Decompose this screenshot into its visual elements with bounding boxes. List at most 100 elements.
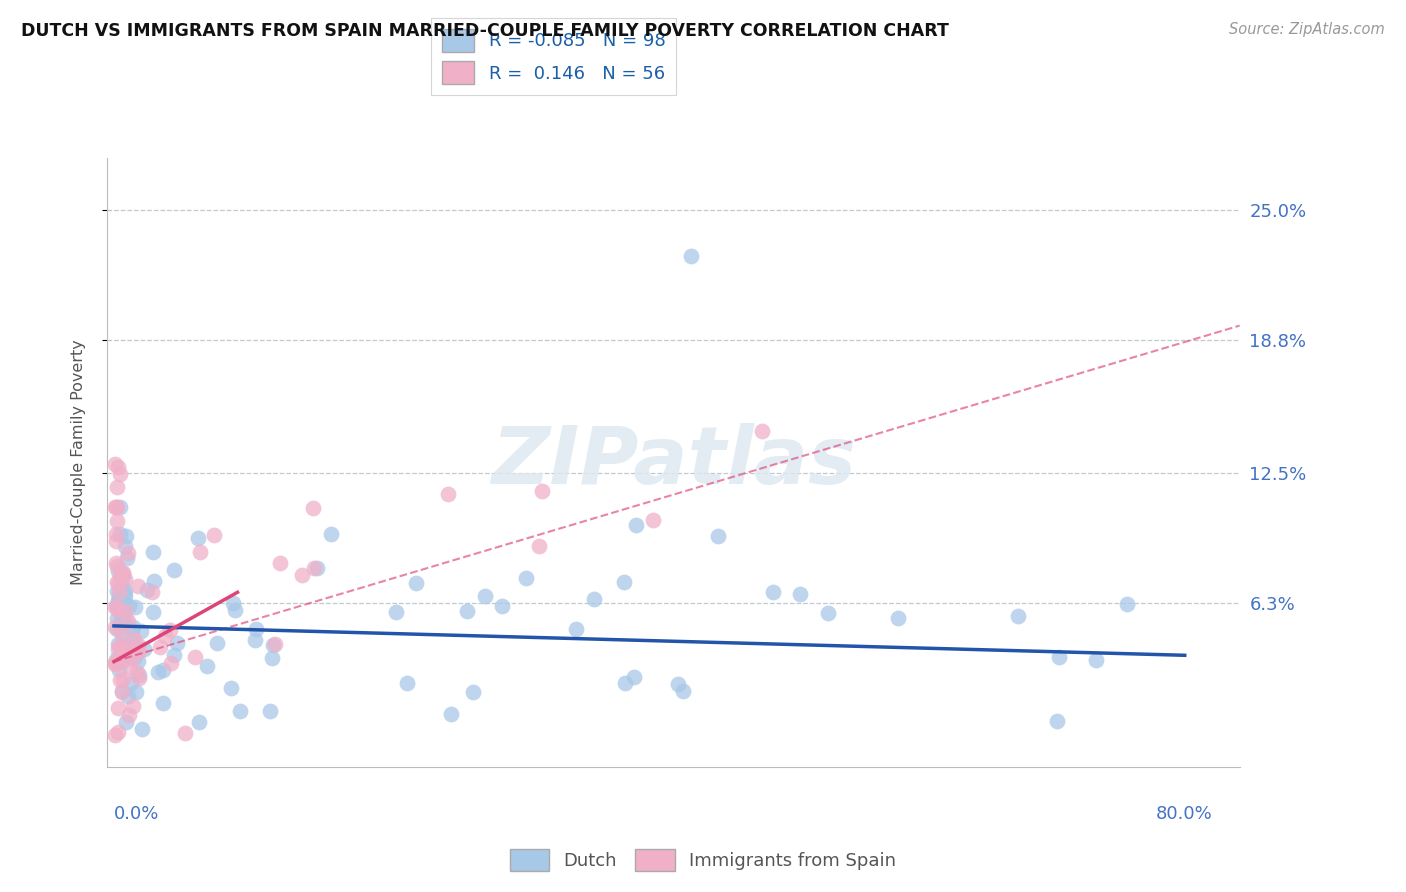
Point [112,640,135,654]
Point [112,603,135,617]
Point [114,643,136,657]
Point [319,527,342,541]
Point [491,599,513,613]
Point [104,533,127,548]
Point [108,527,131,541]
Point [118,660,141,674]
Point [105,599,128,614]
Point [108,569,131,583]
Point [114,590,136,604]
Point [1046,714,1069,729]
Point [108,467,131,481]
Point [104,600,127,615]
Point [127,654,149,668]
Point [104,527,127,541]
Point [114,572,136,586]
Point [110,625,132,640]
Point [110,578,132,592]
Point [437,487,460,501]
Text: 80.0%: 80.0% [1156,805,1212,823]
Point [641,513,664,527]
Point [474,589,496,603]
Point [107,564,129,578]
Point [707,528,730,542]
Point [188,544,211,558]
Point [245,622,267,636]
Point [264,637,287,651]
Point [155,629,177,643]
Point [105,558,128,573]
Point [107,514,129,528]
Point [107,637,129,651]
Point [789,587,811,601]
Point [105,600,128,615]
Point [163,648,186,662]
Point [666,677,689,691]
Point [118,708,141,723]
Point [105,622,128,636]
Point [132,642,155,657]
Point [224,602,246,616]
Point [456,604,478,618]
Point [146,665,169,680]
Point [128,671,150,685]
Point [887,611,910,625]
Point [117,546,139,560]
Point [1084,653,1107,667]
Point [439,706,461,721]
Point [117,614,139,628]
Text: ZIPatlas: ZIPatlas [491,423,856,501]
Point [128,644,150,658]
Point [202,527,225,541]
Point [115,551,138,566]
Point [104,657,127,671]
Point [751,424,773,438]
Legend: Dutch, Immigrants from Spain: Dutch, Immigrants from Spain [502,842,904,879]
Point [112,608,135,623]
Point [269,556,291,570]
Point [104,620,127,634]
Point [108,664,131,678]
Point [111,568,134,582]
Point [291,568,314,582]
Point [107,593,129,607]
Point [108,639,131,653]
Point [624,518,647,533]
Point [127,579,149,593]
Point [121,634,143,648]
Point [762,585,785,599]
Point [531,483,554,498]
Point [1007,608,1029,623]
Point [111,566,134,581]
Point [142,574,165,589]
Point [118,599,141,613]
Point [141,584,163,599]
Point [195,658,218,673]
Point [124,650,146,665]
Point [107,701,129,715]
Point [110,684,132,698]
Point [115,649,138,664]
Point [219,681,242,695]
Point [124,600,146,615]
Point [262,638,284,652]
Point [405,575,427,590]
Y-axis label: Married-Couple Family Poverty: Married-Couple Family Poverty [72,339,86,585]
Point [120,652,142,666]
Point [384,605,406,619]
Point [527,539,550,553]
Point [159,624,181,638]
Point [104,500,127,515]
Point [1116,597,1139,611]
Point [115,529,138,543]
Text: Source: ZipAtlas.com: Source: ZipAtlas.com [1229,22,1385,37]
Point [188,715,211,730]
Point [205,636,228,650]
Point [166,636,188,650]
Point [110,612,132,626]
Point [302,560,325,574]
Point [564,622,586,636]
Point [111,685,134,699]
Point [108,500,131,515]
Point [672,684,695,698]
